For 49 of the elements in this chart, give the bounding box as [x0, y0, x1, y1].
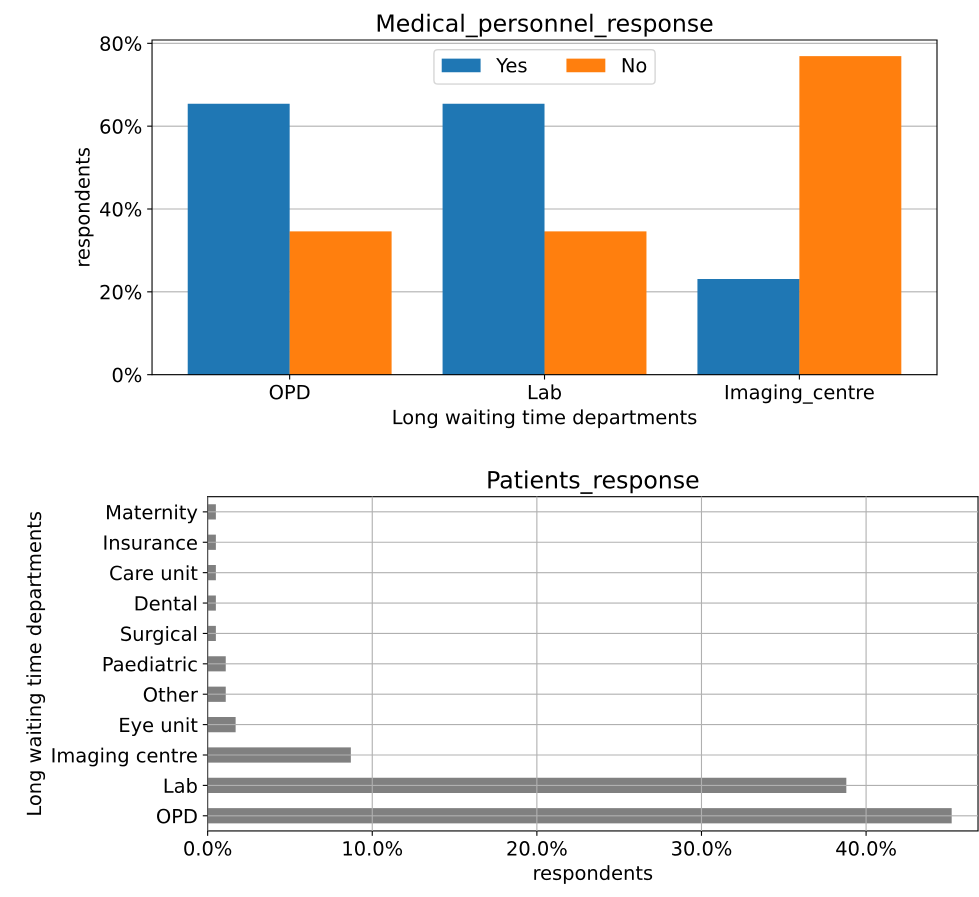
y-tick-label: OPD [157, 808, 197, 824]
y-tick-label: 20% [100, 284, 142, 300]
bar [208, 504, 216, 520]
bar [208, 656, 226, 672]
y-tick-label: 0% [112, 368, 142, 382]
bar [208, 778, 846, 793]
x-tick-label: 30.0% [672, 841, 732, 856]
bar [188, 104, 290, 375]
y-tick-label: Lab [164, 778, 197, 794]
bar [290, 231, 392, 375]
y-tick-label: Paediatric [104, 656, 197, 672]
chart-title: Medical_personnel_response [378, 14, 712, 38]
y-tick-label: Surgical [121, 626, 196, 645]
y-axis-title: respondents [74, 148, 94, 266]
bar [697, 279, 800, 375]
x-tick-label: OPD [270, 384, 310, 400]
bar [799, 56, 902, 375]
bar [208, 626, 216, 642]
y-tick-label: Imaging centre [52, 748, 197, 766]
bar [208, 747, 351, 763]
legend-label: Yes [496, 58, 527, 73]
y-tick-label: Other [144, 686, 198, 702]
y-axis-title: Long waiting time departments [26, 512, 46, 815]
y-tick-label: 40% [100, 202, 142, 217]
x-tick-label: 0.0% [184, 841, 232, 856]
y-tick-label: Eye unit [120, 717, 198, 736]
x-tick-label: Imaging_centre [726, 384, 874, 404]
x-axis-title: respondents [534, 865, 652, 884]
bar [208, 534, 216, 550]
y-tick-label: 60% [100, 119, 142, 134]
bar [544, 231, 646, 375]
x-tick-label: 10.0% [344, 841, 402, 856]
y-tick-label: Maternity [107, 504, 198, 524]
x-tick-label: Lab [528, 384, 561, 400]
bar [208, 686, 226, 702]
x-axis-title: Long waiting time departments [394, 409, 696, 428]
x-tick-label: 20.0% [507, 841, 567, 856]
bar [208, 565, 216, 580]
legend-label: No [622, 58, 646, 73]
y-tick-label: 80% [100, 36, 142, 51]
bar [208, 808, 952, 824]
x-tick-label: 40.0% [836, 841, 896, 856]
bar [208, 595, 216, 611]
y-tick-label: Insurance [104, 535, 197, 550]
chart-title: Patients_response [488, 470, 698, 494]
y-tick-label: Care unit [110, 565, 198, 580]
y-tick-label: Dental [136, 596, 196, 611]
bar [208, 717, 236, 732]
bar [442, 104, 545, 375]
